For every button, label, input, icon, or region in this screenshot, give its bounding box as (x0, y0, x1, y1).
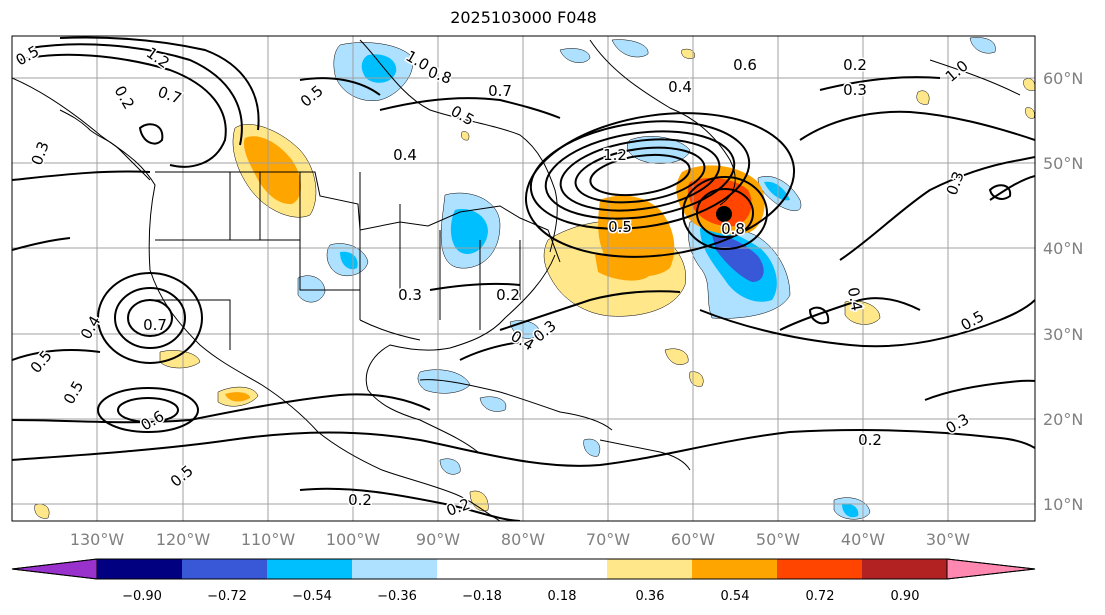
contour-label: 0.7 (155, 83, 184, 108)
colorbar-tick-label: −0.54 (292, 589, 332, 604)
contour-label: 0.4 (77, 313, 105, 343)
contour-label: 0.2 (111, 83, 139, 113)
colorbar-tick-label: −0.18 (462, 589, 502, 604)
contour-label: 0.8 (425, 63, 454, 88)
lon-label: 50°W (756, 530, 800, 549)
colorbar-tick-label: 0.54 (721, 589, 750, 604)
lon-label: 100°W (326, 530, 381, 549)
lon-label: 60°W (671, 530, 715, 549)
contour-label: 0.2 (496, 286, 520, 304)
lon-label: 30°W (926, 530, 970, 549)
contour-label: 0.7 (488, 82, 512, 100)
colorbar-tick-label: −0.90 (122, 589, 162, 604)
map-frame (11, 35, 1036, 522)
contour-label: 0.7 (143, 316, 167, 334)
contour-label: 0.2 (858, 431, 882, 449)
lon-label: 40°W (841, 530, 885, 549)
lat-label: 40°N (1043, 239, 1083, 258)
contour-label: 0.5 (297, 82, 327, 111)
contour-label: 0.5 (608, 218, 632, 236)
colorbar-tick-label: 0.72 (806, 589, 835, 604)
lat-label: 50°N (1043, 154, 1083, 173)
colorbar-tick-label: 0.18 (548, 589, 577, 604)
contour-label: 0.3 (943, 169, 968, 198)
contour-label: 0.5 (60, 378, 88, 408)
lon-label: 110°W (241, 530, 296, 549)
contour-label: 0.4 (668, 78, 692, 96)
contour-label: 0.5 (958, 307, 988, 335)
lon-label: 120°W (156, 530, 211, 549)
contour-label: 0.2 (444, 495, 473, 520)
contour-label: 0.5 (167, 462, 197, 491)
colorbar-tick-label: 0.90 (891, 589, 920, 604)
contour-label: 1.0 (942, 57, 972, 86)
low-center-marker (716, 206, 732, 222)
contour-label: 0.2 (843, 56, 867, 74)
graticule (12, 36, 1035, 521)
contour-label: 0.8 (721, 220, 745, 238)
lat-label: 20°N (1043, 410, 1083, 429)
contour-lines (12, 36, 1035, 521)
colorbar-tick-label: −0.36 (377, 589, 417, 604)
lat-label: 30°N (1043, 325, 1083, 344)
lon-label: 80°W (501, 530, 545, 549)
contour-label: 0.3 (843, 81, 867, 99)
contour-label: 1.2 (143, 44, 173, 72)
latitude-labels: 60°N 50°N 40°N 30°N 20°N 10°N (1043, 69, 1083, 514)
lon-label: 130°W (70, 530, 125, 549)
lon-label: 70°W (586, 530, 630, 549)
map-title: 2025103000 F048 (450, 8, 597, 27)
contour-label: 0.6 (733, 56, 757, 74)
contour-labels: 0.5 1.20.70.31.00.80.50.7 0.40.6 0.20.31.00… (11, 40, 989, 521)
contour-label: 0.5 (448, 102, 478, 130)
longitude-labels: 130°W 120°W 110°W 100°W 90°W 80°W 70°W 60°W 50°W… (70, 530, 970, 549)
contour-label: 0.3 (398, 286, 422, 304)
colorbar-tick-label: −0.72 (207, 589, 247, 604)
lat-label: 10°N (1043, 495, 1083, 514)
lat-label: 60°N (1043, 69, 1083, 88)
contour-label: 1.2 (603, 146, 627, 164)
contour-label: 0.2 (348, 491, 372, 509)
colorbar: −0.90 −0.72 −0.54 −0.36 −0.18 0.18 0.36 0.54 0.7… (11, 558, 1036, 604)
contour-label: 0.4 (393, 146, 417, 164)
coastlines (12, 39, 1021, 521)
lon-label: 90°W (416, 530, 460, 549)
colorbar-tick-label: 0.36 (636, 589, 665, 604)
